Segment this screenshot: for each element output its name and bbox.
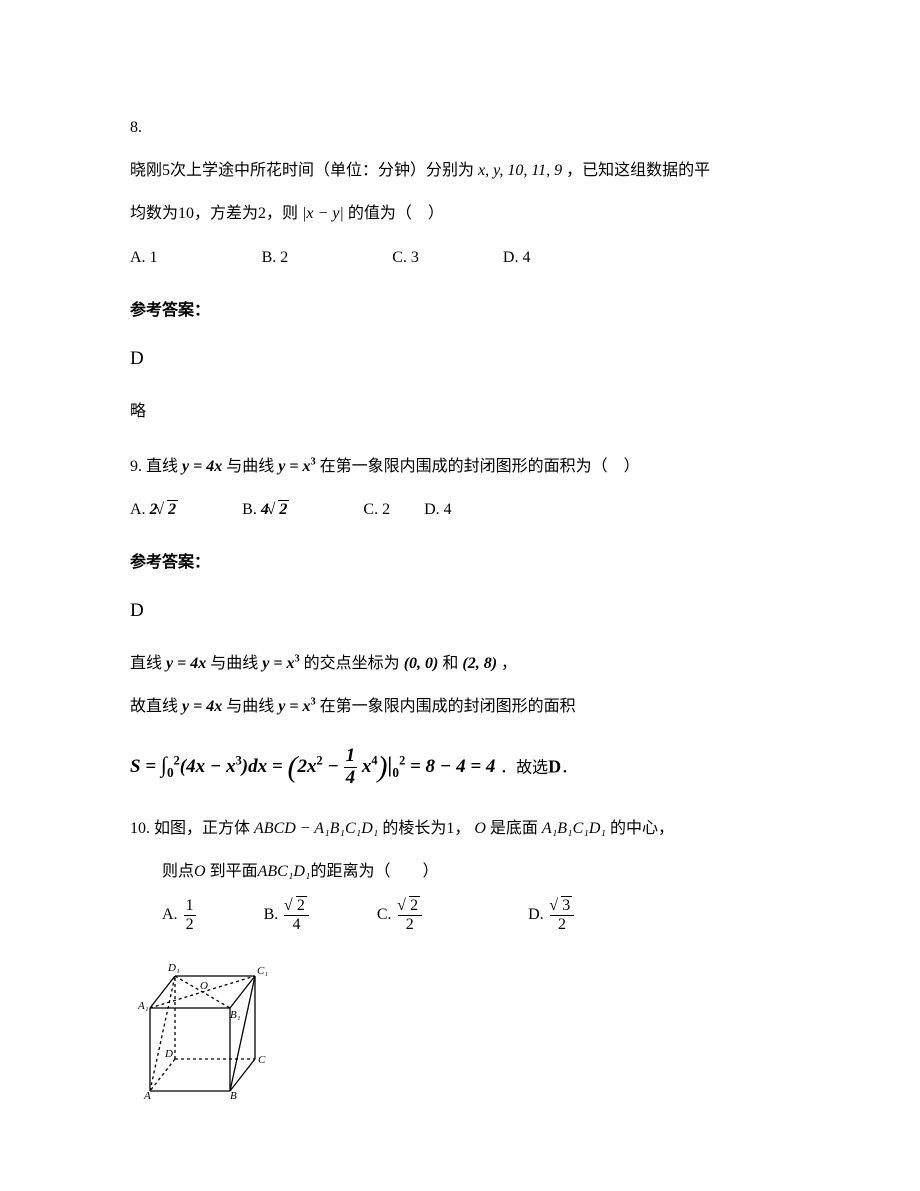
q9-opt-a: A. 22 — [130, 492, 178, 527]
q9-opt-b: B. 42 — [242, 492, 289, 527]
q8-answer: D — [130, 338, 790, 380]
q8-stem-2a: 均数为10，方差为2，则 — [130, 205, 298, 222]
q9-ref-title: 参考答案： — [130, 545, 790, 580]
svg-text:O: O — [200, 980, 208, 992]
q9-opt-d: D. 4 — [424, 492, 452, 527]
q8-stem-2: 均数为10，方差为2，则 |x − y| 的值为（ ） — [130, 196, 790, 231]
q10-opt-b: B. 24 — [264, 897, 311, 933]
q9-opt-c: C. 2 — [363, 492, 390, 527]
svg-text:D: D — [164, 1048, 173, 1060]
q9-stem-b: 与曲线 — [226, 458, 274, 475]
q8-abs-expr: |x − y| — [302, 205, 344, 222]
q9-formula: S = ∫02(4x − x3)dx = (2x2 − 14 x4)|02 = … — [130, 735, 790, 801]
q10-stem-2: 则点O 到平面ABC₁D₁的距离为（ ） — [130, 854, 790, 889]
svg-text:D₁: D₁ — [167, 962, 180, 974]
q9-eq-1: y = 4x — [182, 458, 222, 475]
q8-opt-b: B. 2 — [262, 240, 289, 275]
q10-opt-a: A. 12 — [162, 897, 198, 933]
q8-stem-1: 晓刚5次上学途中所花时间（单位：分钟）分别为 x, y, 10, 11, 9 ，… — [130, 153, 790, 188]
q8-options: A. 1 B. 2 C. 3 D. 4 — [130, 240, 790, 275]
svg-text:C₁: C₁ — [257, 965, 268, 977]
q9-number: 9. — [130, 458, 146, 475]
q8-skip: 略 — [130, 394, 790, 429]
q10-opt-d: D. 32 — [528, 897, 576, 933]
cube-figure: A B C D A₁ B₁ C₁ D₁ O — [130, 951, 790, 1112]
q8-stem-1b: ，已知这组数据的平 — [566, 162, 710, 179]
svg-text:B: B — [230, 1090, 237, 1099]
q8-number: 8. — [130, 110, 790, 145]
svg-text:A: A — [143, 1090, 151, 1099]
q9-eq-2: y = x3 — [278, 458, 315, 475]
q8-data-list: x, y, 10, 11, 9 — [478, 162, 562, 179]
q9-sol-2: 故直线 y = 4x 与曲线 y = x3 在第一象限内围成的封闭图形的面积 — [130, 689, 790, 724]
q8-opt-c: C. 3 — [392, 240, 419, 275]
q8-opt-a: A. 1 — [130, 240, 158, 275]
q10-opt-c: C. 22 — [377, 897, 424, 933]
svg-text:B₁: B₁ — [230, 1009, 241, 1021]
q8-stem-2b: 的值为（ ） — [348, 205, 444, 222]
q10-options: A. 12 B. 24 C. 22 D. 32 — [130, 897, 790, 933]
q8-opt-d: D. 4 — [503, 240, 531, 275]
q10-stem-1: 10. 如图，正方体 ABCD − A₁B₁C₁D₁ 的棱长为1， O 是底面 … — [130, 811, 790, 846]
q8-ref-title: 参考答案： — [130, 293, 790, 328]
q8-stem-1a: 晓刚5次上学途中所花时间（单位：分钟）分别为 — [130, 162, 474, 179]
cube-svg: A B C D A₁ B₁ C₁ D₁ O — [130, 951, 278, 1099]
q9-sol-1: 直线 y = 4x 与曲线 y = x3 的交点坐标为 (0, 0) 和 (2,… — [130, 646, 790, 681]
q9-stem: 9. 直线 y = 4x 与曲线 y = x3 在第一象限内围成的封闭图形的面积… — [130, 449, 790, 484]
svg-text:A₁: A₁ — [137, 1000, 149, 1012]
q9-stem-c: 在第一象限内围成的封闭图形的面积为（ ） — [320, 458, 640, 475]
q9-answer: D — [130, 590, 790, 632]
q9-stem-a: 直线 — [146, 458, 178, 475]
q9-options: A. 22 B. 42 C. 2 D. 4 — [130, 492, 790, 527]
q10-number: 10. — [130, 820, 154, 837]
svg-text:C: C — [258, 1054, 266, 1066]
